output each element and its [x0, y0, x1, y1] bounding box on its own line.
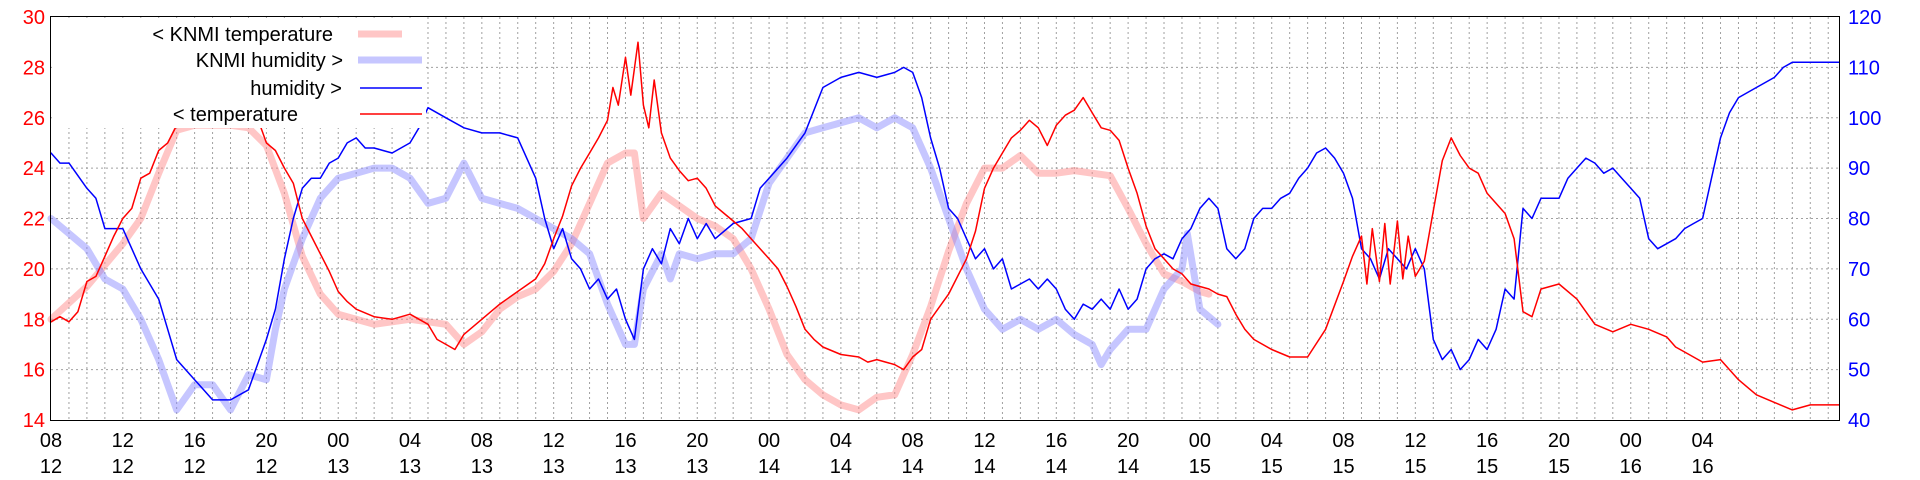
- left-tick-label: 20: [23, 259, 45, 281]
- x-tick-hour: 08: [40, 430, 62, 452]
- series-line-3: [50, 61, 1840, 401]
- x-tick-hour: 00: [758, 430, 780, 452]
- left-tick-label: 24: [23, 158, 45, 180]
- left-tick-label: 28: [23, 57, 45, 79]
- right-tick-label: 100: [1848, 108, 1881, 130]
- x-tick-day: 13: [614, 456, 636, 478]
- left-tick-label: 22: [23, 209, 45, 231]
- x-tick-day: 14: [973, 456, 995, 478]
- x-tick-hour: 04: [399, 430, 421, 452]
- x-tick-day: 12: [112, 456, 134, 478]
- left-axis-ticks: 14 16 18 20 22 24 26 28 30: [23, 7, 45, 432]
- right-tick-label: 90: [1848, 158, 1870, 180]
- right-tick-label: 120: [1848, 7, 1881, 29]
- x-tick-hour: 12: [1404, 430, 1426, 452]
- x-tick-hour: 12: [543, 430, 565, 452]
- legend-background: [52, 18, 426, 128]
- x-tick-day: 15: [1189, 456, 1211, 478]
- legend-entry-label: KNMI humidity >: [196, 50, 343, 72]
- left-tick-label: 14: [23, 410, 45, 432]
- x-tick-hour: 00: [1189, 430, 1211, 452]
- right-tick-label: 80: [1848, 209, 1870, 231]
- x-tick-hour: 20: [255, 430, 277, 452]
- x-tick-day: 12: [183, 456, 205, 478]
- x-tick-hour: 20: [686, 430, 708, 452]
- x-tick-day: 13: [327, 456, 349, 478]
- x-tick-day: 14: [830, 456, 852, 478]
- right-tick-label: 40: [1848, 410, 1870, 432]
- right-tick-label: 110: [1848, 57, 1880, 79]
- x-tick-day: 16: [1691, 456, 1713, 478]
- x-tick-hour: 12: [973, 430, 995, 452]
- x-tick-day: 13: [543, 456, 565, 478]
- x-tick-day: 15: [1548, 456, 1570, 478]
- left-tick-label: 26: [23, 108, 45, 130]
- x-tick-hour: 04: [1261, 430, 1283, 452]
- x-tick-day: 16: [1620, 456, 1642, 478]
- x-axis-ticks: 08 12 12 12 16 12 20 12 00 13 04 13 08 13 12 13 16 13 20 13…: [40, 430, 1714, 478]
- x-tick-day: 14: [1117, 456, 1139, 478]
- x-tick-hour: 04: [830, 430, 852, 452]
- series-layer: [47, 41, 1840, 414]
- grid: [51, 17, 1839, 420]
- x-tick-hour: 08: [902, 430, 924, 452]
- x-tick-day: 15: [1476, 456, 1498, 478]
- series-line-1: [47, 121, 1213, 414]
- x-tick-hour: 08: [471, 430, 493, 452]
- x-tick-day: 14: [902, 456, 924, 478]
- legend-entry-label: < KNMI temperature: [152, 24, 333, 46]
- x-tick-day: 13: [471, 456, 493, 478]
- x-tick-day: 15: [1404, 456, 1426, 478]
- x-tick-hour: 20: [1117, 430, 1139, 452]
- series-line-4: [50, 41, 1840, 411]
- right-tick-label: 60: [1848, 309, 1870, 331]
- x-tick-day: 13: [686, 456, 708, 478]
- x-tick-day: 14: [1045, 456, 1067, 478]
- x-tick-hour: 04: [1691, 430, 1713, 452]
- left-tick-label: 16: [23, 360, 45, 382]
- x-tick-day: 12: [40, 456, 62, 478]
- x-tick-hour: 00: [327, 430, 349, 452]
- plot-frame: [50, 16, 1840, 421]
- legend-entry-label: < temperature: [173, 104, 298, 126]
- x-tick-hour: 12: [112, 430, 134, 452]
- x-tick-hour: 16: [183, 430, 205, 452]
- right-tick-label: 50: [1848, 360, 1870, 382]
- x-tick-hour: 16: [614, 430, 636, 452]
- legend: < KNMI temperature KNMI humidity > humidit…: [52, 18, 426, 128]
- x-tick-day: 14: [758, 456, 780, 478]
- x-tick-hour: 16: [1476, 430, 1498, 452]
- x-tick-day: 13: [399, 456, 421, 478]
- x-tick-hour: 08: [1332, 430, 1354, 452]
- right-axis-ticks: 40 50 60 70 80 90 100 110 120: [1848, 7, 1881, 432]
- right-tick-label: 70: [1848, 259, 1870, 281]
- x-tick-hour: 16: [1045, 430, 1067, 452]
- x-tick-hour: 20: [1548, 430, 1570, 452]
- x-tick-day: 15: [1261, 456, 1283, 478]
- x-tick-day: 15: [1332, 456, 1354, 478]
- legend-entry-label: humidity >: [250, 78, 342, 100]
- x-tick-day: 12: [255, 456, 277, 478]
- left-tick-label: 30: [23, 7, 45, 29]
- series-line-2: [47, 114, 1222, 414]
- left-tick-label: 18: [23, 309, 45, 331]
- x-tick-hour: 00: [1620, 430, 1642, 452]
